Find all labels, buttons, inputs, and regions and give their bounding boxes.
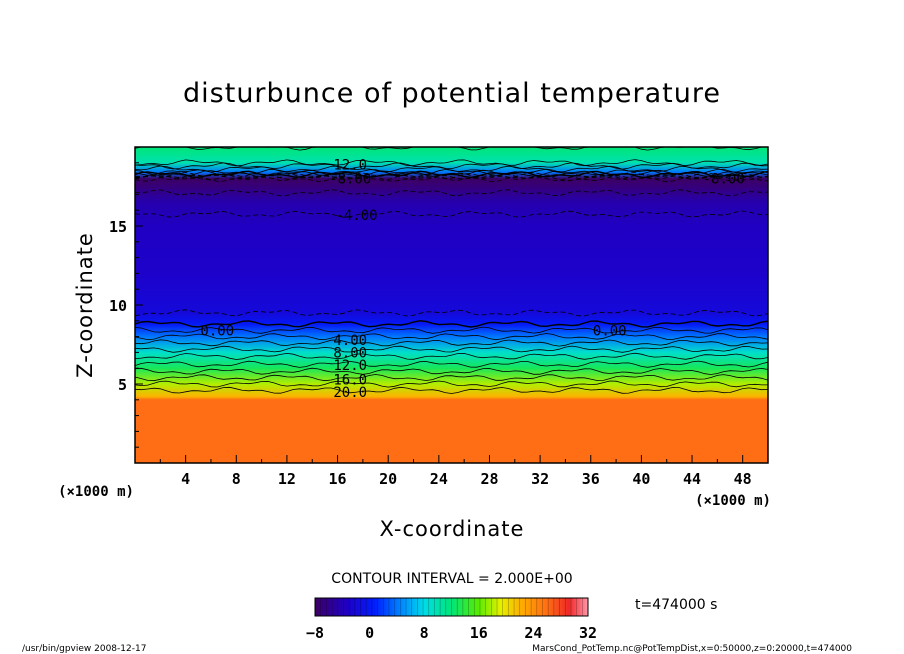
- footer-source: MarsCond_PotTemp.nc@PotTempDist,x=0:5000…: [532, 644, 852, 654]
- x-axis-title: X-coordinate: [380, 517, 525, 541]
- contour-labels: 12.0-4.000.004.008.0012.016.020.00.00-8.…: [200, 157, 744, 401]
- colorbar-tick-labels: −8 0 8 16 24 32: [306, 624, 597, 642]
- contour-line: [134, 175, 769, 183]
- contour-line: [134, 367, 769, 375]
- x-tick-label: 24: [430, 470, 448, 488]
- colorbar-tick-label: 8: [420, 624, 429, 642]
- y-tick-label: 10: [109, 297, 127, 315]
- x-tick-label: 16: [329, 470, 347, 488]
- contour-line: [134, 165, 769, 173]
- x-tick-label: 40: [632, 470, 650, 488]
- plot-area: 12.0-4.000.004.008.0012.016.020.00.00-8.…: [109, 146, 769, 488]
- colorbar-tick-label: 24: [524, 624, 542, 642]
- contour-label: 20.0: [333, 385, 367, 401]
- chart-title: disturbunce of potential temperature: [183, 78, 721, 109]
- y-axis-title: Z-coordinate: [73, 232, 97, 378]
- x-tick-label: 44: [683, 470, 701, 488]
- contour-line: [134, 174, 769, 182]
- x-unit-label-left: (×1000 m): [58, 484, 134, 500]
- y-axis-ticks: 5 10 15: [109, 162, 143, 448]
- contour-line: [134, 386, 769, 394]
- contour-line: [134, 162, 769, 170]
- contour-line: [134, 339, 769, 347]
- contour-line: [134, 380, 768, 388]
- contour-label: 12.0: [333, 157, 367, 173]
- contour-line: [134, 360, 769, 368]
- colorbar-tick-label: 32: [579, 624, 597, 642]
- colorbar: −8 0 8 16 24 32: [306, 597, 597, 642]
- colorbar-tick-label: 0: [365, 624, 374, 642]
- colorbar-tick-label: −8: [306, 624, 324, 642]
- x-unit-label-right: (×1000 m): [695, 493, 771, 509]
- contour-label: -8.00: [329, 172, 371, 188]
- contour-line: [134, 210, 769, 218]
- x-tick-label: 48: [734, 470, 752, 488]
- contour-label: 8.00: [333, 345, 367, 361]
- contour-line: [134, 172, 769, 181]
- contour-line: [134, 352, 769, 360]
- contour-label: -8.00: [703, 172, 745, 188]
- contour-label: 16.0: [333, 372, 367, 388]
- colorbar-tick-label: 16: [470, 624, 488, 642]
- time-label: t=474000 s: [635, 597, 717, 613]
- contour-line: [134, 320, 769, 328]
- x-axis-ticks: 4 8 12 16 20 24 28 32 36 40 44 48: [159, 455, 752, 488]
- contour-lines: [134, 146, 769, 394]
- contour-label: 0.00: [200, 323, 234, 339]
- contour-line: [134, 189, 769, 197]
- contour-line: [134, 345, 769, 353]
- x-tick-label: 36: [582, 470, 600, 488]
- contour-label: 4.00: [333, 333, 367, 349]
- x-tick-label: 20: [379, 470, 397, 488]
- footer-program: /usr/bin/gpview 2008-12-17: [22, 644, 146, 654]
- x-tick-label: 12: [278, 470, 296, 488]
- x-tick-label: 8: [232, 470, 241, 488]
- heatmap-field: [135, 147, 768, 463]
- y-tick-label: 5: [118, 376, 127, 394]
- x-tick-label: 28: [480, 470, 498, 488]
- contour-line: [134, 333, 769, 341]
- colorbar-stripes: [320, 598, 583, 616]
- contour-line: [134, 159, 769, 167]
- contour-label: 0.00: [593, 323, 627, 339]
- contour-line: [134, 326, 769, 334]
- colorbar-frame: [314, 597, 589, 617]
- y-tick-label: 15: [109, 218, 127, 236]
- contour-line: [134, 374, 769, 382]
- contour-line: [134, 309, 769, 317]
- colorbar-fill: [315, 598, 588, 616]
- x-tick-label: 32: [531, 470, 549, 488]
- contour-interval-text: CONTOUR INTERVAL = 2.000E+00: [331, 571, 572, 587]
- contour-label: 12.0: [333, 358, 367, 374]
- x-tick-label: 4: [181, 470, 190, 488]
- contour-label: -4.00: [335, 208, 377, 224]
